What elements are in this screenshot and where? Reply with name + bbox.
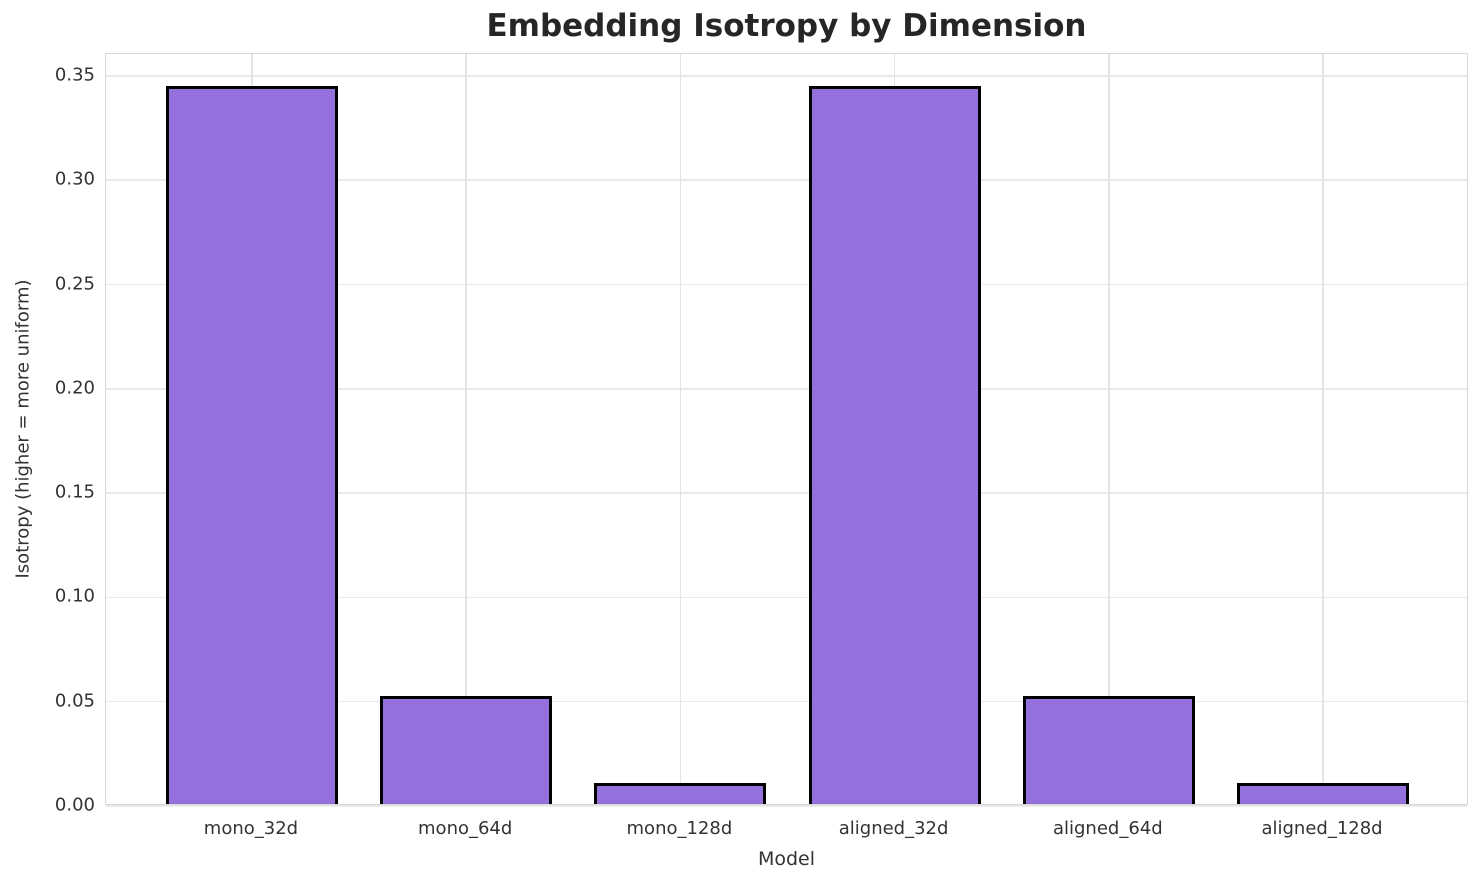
horizontal-gridline	[106, 700, 1467, 703]
bar-mono_32d	[165, 86, 338, 804]
horizontal-gridline	[106, 75, 1467, 77]
y-tick-label: 0.30	[54, 168, 95, 190]
x-tick-label: aligned_128d	[1261, 818, 1383, 839]
bar-aligned_64d	[1022, 695, 1195, 804]
x-tick-label: mono_128d	[626, 818, 733, 839]
y-tick-label: 0.25	[54, 273, 95, 294]
x-tick-label: mono_64d	[418, 818, 513, 839]
chart-title: Embedding Isotropy by Dimension	[486, 8, 1087, 44]
x-tick-label: aligned_32d	[838, 818, 949, 839]
y-tick-label: 0.35	[54, 64, 95, 86]
y-tick-label: 0.10	[54, 585, 95, 607]
bar-mono_128d	[594, 783, 767, 804]
bar-aligned_128d	[1237, 783, 1410, 804]
x-tick-label: aligned_64d	[1052, 818, 1163, 839]
y-tick-label: 0.20	[54, 377, 95, 399]
plot-area	[105, 53, 1468, 807]
y-tick-label: 0.00	[54, 794, 95, 816]
horizontal-gridline	[106, 283, 1467, 286]
y-axis-label: Isotropy (higher = more uniform)	[12, 279, 34, 579]
vertical-gridline	[465, 54, 467, 804]
y-tick-label: 0.05	[54, 690, 95, 712]
horizontal-gridline	[106, 492, 1467, 494]
vertical-gridline	[1322, 54, 1324, 804]
x-axis-label: Model	[757, 848, 816, 870]
horizontal-gridline	[106, 805, 1467, 807]
horizontal-gridline	[106, 388, 1467, 390]
bar-mono_64d	[380, 695, 553, 804]
bar-aligned_32d	[808, 86, 981, 804]
y-tick-label: 0.15	[54, 481, 95, 503]
horizontal-gridline	[106, 596, 1467, 599]
x-tick-label: mono_32d	[203, 818, 299, 839]
vertical-gridline	[679, 54, 682, 804]
vertical-gridline	[1108, 54, 1110, 804]
horizontal-gridline	[106, 179, 1467, 181]
